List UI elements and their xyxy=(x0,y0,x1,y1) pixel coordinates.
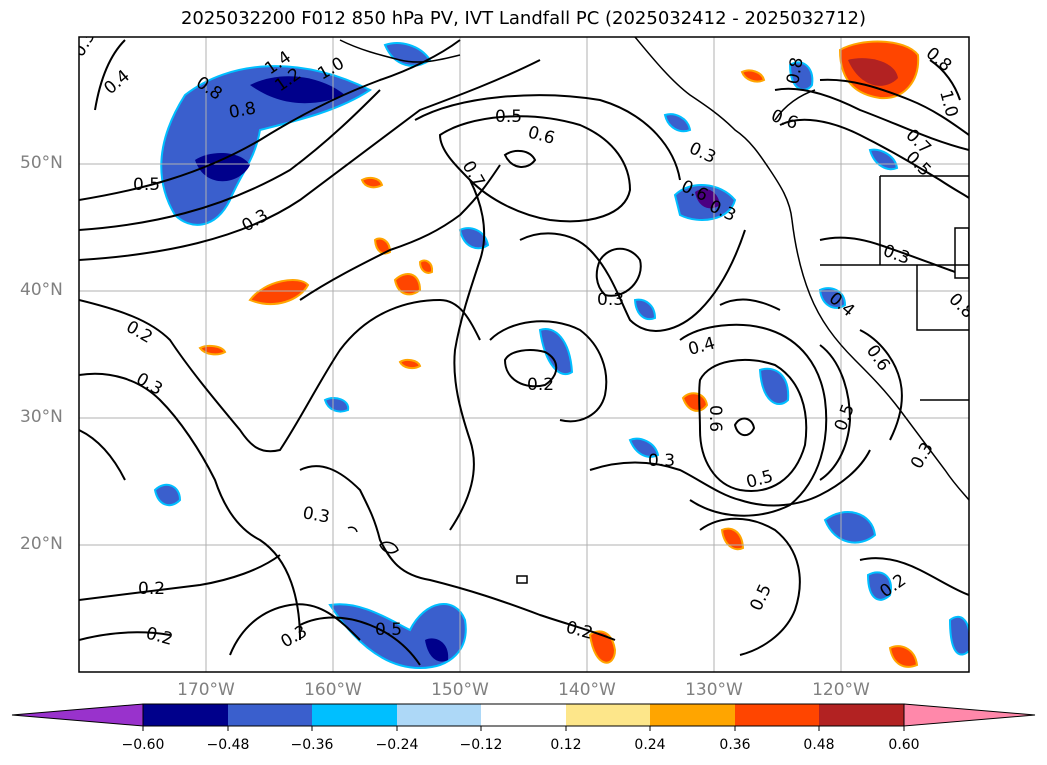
colorbar-tick-label: −0.24 xyxy=(375,737,419,753)
lat-label: 20°N xyxy=(20,534,63,554)
colorbar-tick-label: −0.60 xyxy=(121,737,165,753)
colorbar-bin xyxy=(143,704,228,726)
contour-label: 0.8 xyxy=(227,99,257,123)
contour-label: 0.7 xyxy=(458,158,489,191)
colorbar-bin xyxy=(650,704,735,726)
contour-label: 0.6 xyxy=(768,106,800,134)
colorbar xyxy=(11,703,1036,731)
contour-label: 0.5 xyxy=(133,175,160,195)
contour-label: 0.5 xyxy=(495,107,522,127)
lon-label: 120°W xyxy=(812,680,870,700)
colorbar-tick-label: 0.36 xyxy=(719,737,751,753)
contour-label: 0.5 xyxy=(375,620,402,640)
contour-label: 0.3 xyxy=(597,290,624,310)
lon-label: 130°W xyxy=(685,680,743,700)
lon-label: 150°W xyxy=(431,680,489,700)
colorbar-tick-label: 0.48 xyxy=(803,737,835,753)
colorbar-max-extend xyxy=(903,703,1036,727)
contour-label: 0.2 xyxy=(138,579,165,599)
contour-label: 0.8 xyxy=(922,44,956,77)
colorbar-tick-label: −0.36 xyxy=(290,737,334,753)
colorbar-tick-label: 0.24 xyxy=(634,737,666,753)
contour-label: 0.3 xyxy=(907,439,938,472)
contour-label: 0.3 xyxy=(239,205,272,236)
colorbar-bin xyxy=(312,704,397,726)
colorbar-tick-label: 0.60 xyxy=(888,737,920,753)
pv-negative-shading xyxy=(153,42,969,670)
contour-label: 0.6 xyxy=(705,405,725,432)
contour-label: 0.3 xyxy=(301,503,331,527)
contour-label: 0.5 xyxy=(744,467,775,493)
lon-label: 160°W xyxy=(304,680,362,700)
lat-label: 40°N xyxy=(20,280,63,300)
contour-label: 0.3 xyxy=(133,369,166,400)
contour-label: 0.8 xyxy=(783,56,807,86)
contour-label: 0.4 xyxy=(686,334,717,360)
contour-label: 0.8 xyxy=(944,289,977,322)
colorbar-min-extend xyxy=(11,703,144,727)
colorbar-tick-label: −0.12 xyxy=(459,737,503,753)
contour-label: 0.3 xyxy=(278,621,311,652)
colorbar-tick-label: −0.48 xyxy=(206,737,250,753)
colorbar-bin xyxy=(481,704,566,726)
colorbar-bin xyxy=(566,704,650,726)
contour-label: 0.3 xyxy=(69,27,100,60)
lon-label: 140°W xyxy=(558,680,616,700)
map-gridlines xyxy=(79,37,969,672)
colorbar-bin xyxy=(397,704,481,726)
lat-label: 50°N xyxy=(20,153,63,173)
colorbar-bin xyxy=(735,704,819,726)
contour-label: 0.5 xyxy=(831,401,859,433)
map-frame xyxy=(78,36,970,673)
colorbar-bin xyxy=(228,704,312,726)
colorbar-tick-label: 0.12 xyxy=(550,737,582,753)
lon-label: 170°W xyxy=(177,680,235,700)
coastlines xyxy=(339,37,969,584)
colorbar-bin xyxy=(819,704,904,726)
contour-label: 0.5 xyxy=(746,581,776,614)
lat-label: 30°N xyxy=(20,407,63,427)
contour-label: 0.2 xyxy=(123,317,156,348)
contour-label: 0.2 xyxy=(144,624,175,650)
pv-positive-shading xyxy=(198,40,920,668)
contour-label: 0.3 xyxy=(648,451,675,471)
contour-label: 0.6 xyxy=(526,123,557,149)
contour-label: 0.6 xyxy=(862,341,894,375)
contour-label: 0.2 xyxy=(527,375,554,395)
contour-label: 0.2 xyxy=(564,618,595,644)
figure-title: 2025032200 F012 850 hPa PV, IVT Landfall… xyxy=(180,8,867,29)
contour-lines xyxy=(79,39,969,666)
